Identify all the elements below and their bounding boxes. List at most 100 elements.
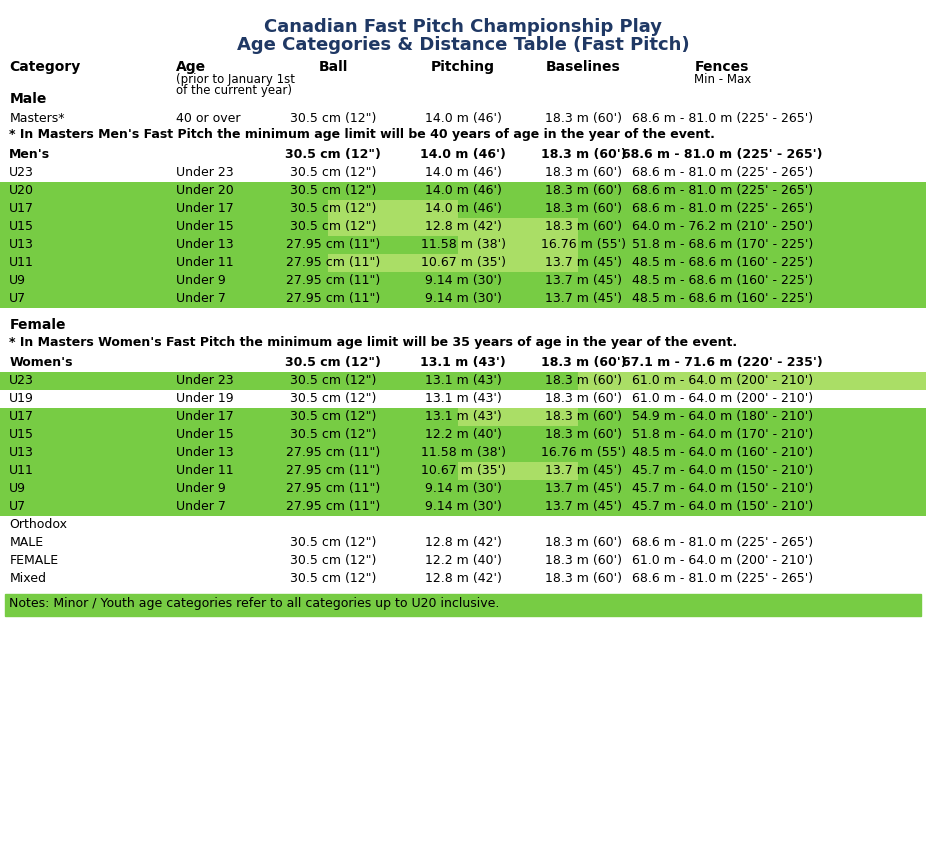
Text: 68.6 m - 81.0 m (225' - 265'): 68.6 m - 81.0 m (225' - 265')	[632, 184, 812, 197]
Bar	[717, 426, 926, 444]
Text: 30.5 cm (12"): 30.5 cm (12")	[285, 148, 381, 161]
Text: U7: U7	[9, 292, 26, 305]
Text: U7: U7	[9, 500, 26, 513]
Bar	[717, 218, 926, 236]
Bar	[578, 182, 717, 200]
Text: 27.95 cm (11"): 27.95 cm (11")	[286, 464, 381, 477]
Bar	[0, 218, 926, 236]
Text: 16.76 m (55'): 16.76 m (55')	[541, 446, 626, 459]
Text: FEMALE: FEMALE	[9, 554, 58, 567]
Bar	[717, 200, 926, 218]
Text: Mixed: Mixed	[9, 572, 46, 585]
Text: 30.5 cm (12"): 30.5 cm (12")	[290, 554, 376, 567]
Bar	[0, 254, 926, 272]
Text: 16.76 m (55'): 16.76 m (55')	[541, 238, 626, 251]
Text: Under 11: Under 11	[176, 464, 234, 477]
Text: 18.3 m (60'): 18.3 m (60')	[545, 112, 622, 125]
Text: 11.58 m (38'): 11.58 m (38')	[420, 446, 505, 459]
Text: U17: U17	[9, 202, 35, 215]
Text: 27.95 cm (11"): 27.95 cm (11")	[286, 500, 381, 513]
Bar	[0, 182, 926, 200]
Text: U9: U9	[9, 482, 26, 495]
Bar	[458, 218, 578, 236]
Bar	[329, 272, 458, 290]
Text: Min - Max: Min - Max	[694, 73, 751, 86]
Text: 68.6 m - 81.0 m (225' - 265'): 68.6 m - 81.0 m (225' - 265')	[632, 572, 812, 585]
Text: 18.3 m (60'): 18.3 m (60')	[545, 166, 622, 179]
Text: 30.5 cm (12"): 30.5 cm (12")	[290, 536, 376, 549]
Text: 27.95 cm (11"): 27.95 cm (11")	[286, 256, 381, 269]
Bar	[458, 462, 578, 480]
Text: 48.5 m - 68.6 m (160' - 225'): 48.5 m - 68.6 m (160' - 225')	[632, 274, 812, 287]
Text: 14.0 m (46'): 14.0 m (46')	[420, 148, 506, 161]
Text: * In Masters Women's Fast Pitch the minimum age limit will be 35 years of age in: * In Masters Women's Fast Pitch the mini…	[9, 336, 738, 349]
Text: 30.5 cm (12"): 30.5 cm (12")	[285, 356, 381, 369]
Text: 48.5 m - 68.6 m (160' - 225'): 48.5 m - 68.6 m (160' - 225')	[632, 256, 812, 269]
Bar	[0, 480, 329, 498]
Bar	[0, 444, 329, 462]
Text: U19: U19	[9, 392, 34, 405]
Bar	[0, 200, 329, 218]
Bar	[329, 498, 458, 516]
Text: Under 7: Under 7	[176, 500, 226, 513]
Text: Under 7: Under 7	[176, 292, 226, 305]
Text: 13.7 m (45'): 13.7 m (45')	[545, 256, 622, 269]
Bar	[0, 236, 329, 254]
Text: 51.8 m - 64.0 m (170' - 210'): 51.8 m - 64.0 m (170' - 210')	[632, 428, 813, 441]
Text: 61.0 m - 64.0 m (200' - 210'): 61.0 m - 64.0 m (200' - 210')	[632, 374, 812, 387]
Text: 12.8 m (42'): 12.8 m (42')	[425, 572, 502, 585]
Text: U23: U23	[9, 374, 34, 387]
Bar	[578, 290, 717, 308]
Bar	[0, 462, 329, 480]
Bar	[0, 372, 329, 390]
Bar	[458, 480, 578, 498]
Bar	[717, 254, 926, 272]
Text: Male: Male	[9, 92, 47, 106]
Text: 13.1 m (43'): 13.1 m (43')	[420, 356, 505, 369]
Bar	[578, 272, 717, 290]
Text: Under 23: Under 23	[176, 166, 234, 179]
Bar	[717, 444, 926, 462]
Bar	[717, 182, 926, 200]
Bar	[578, 218, 717, 236]
Bar	[0, 408, 329, 426]
Text: U15: U15	[9, 220, 35, 233]
Bar	[0, 272, 329, 290]
Bar	[0, 182, 329, 200]
Text: 14.0 m (46'): 14.0 m (46')	[425, 112, 502, 125]
Bar	[578, 462, 717, 480]
Bar	[578, 480, 717, 498]
Bar	[0, 290, 329, 308]
Bar	[458, 444, 578, 462]
Text: U11: U11	[9, 256, 34, 269]
Bar	[0, 408, 926, 426]
Text: 48.5 m - 64.0 m (160' - 210'): 48.5 m - 64.0 m (160' - 210')	[632, 446, 812, 459]
Text: 30.5 cm (12"): 30.5 cm (12")	[290, 184, 376, 197]
Bar	[458, 498, 578, 516]
Bar	[578, 408, 717, 426]
Text: 13.1 m (43'): 13.1 m (43')	[425, 392, 502, 405]
Bar	[458, 272, 578, 290]
Text: Under 15: Under 15	[176, 220, 234, 233]
Text: 27.95 cm (11"): 27.95 cm (11")	[286, 292, 381, 305]
Bar	[717, 272, 926, 290]
Bar	[578, 444, 717, 462]
Text: 68.6 m - 81.0 m (225' - 265'): 68.6 m - 81.0 m (225' - 265')	[632, 202, 812, 215]
Bar	[329, 290, 458, 308]
Bar	[0, 372, 926, 390]
Text: 18.3 m (60'): 18.3 m (60')	[545, 554, 622, 567]
Text: Canadian Fast Pitch Championship Play: Canadian Fast Pitch Championship Play	[264, 18, 662, 36]
Text: U17: U17	[9, 410, 35, 423]
Text: 27.95 cm (11"): 27.95 cm (11")	[286, 238, 381, 251]
Bar	[0, 200, 926, 218]
Text: Under 13: Under 13	[176, 446, 234, 459]
Text: 68.6 m - 81.0 m (225' - 265'): 68.6 m - 81.0 m (225' - 265')	[632, 536, 812, 549]
Bar	[0, 498, 329, 516]
Bar	[5, 594, 921, 616]
Bar	[0, 480, 926, 498]
Text: 10.67 m (35'): 10.67 m (35')	[420, 464, 505, 477]
Text: Under 9: Under 9	[176, 274, 226, 287]
Bar	[458, 200, 578, 218]
Text: 10.67 m (35'): 10.67 m (35')	[420, 256, 505, 269]
Text: 18.3 m (60'): 18.3 m (60')	[545, 184, 622, 197]
